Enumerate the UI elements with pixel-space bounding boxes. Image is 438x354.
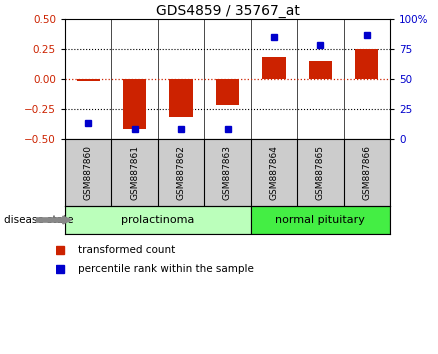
Bar	[355, 49, 378, 79]
Bar	[123, 79, 146, 130]
Bar	[65, 206, 251, 234]
Text: GSM887863: GSM887863	[223, 145, 232, 200]
Text: transformed count: transformed count	[78, 245, 175, 255]
Text: GSM887866: GSM887866	[362, 145, 371, 200]
Bar	[309, 61, 332, 79]
Bar	[77, 79, 100, 81]
Text: GSM887865: GSM887865	[316, 145, 325, 200]
Text: disease state: disease state	[4, 215, 74, 225]
Text: prolactinoma: prolactinoma	[121, 215, 194, 225]
Text: normal pituitary: normal pituitary	[276, 215, 365, 225]
Title: GDS4859 / 35767_at: GDS4859 / 35767_at	[155, 4, 300, 18]
Text: percentile rank within the sample: percentile rank within the sample	[78, 264, 254, 274]
Text: GSM887861: GSM887861	[130, 145, 139, 200]
Bar	[170, 79, 193, 118]
Bar	[251, 206, 390, 234]
Bar	[216, 79, 239, 105]
Text: GSM887862: GSM887862	[177, 145, 186, 200]
Text: GSM887860: GSM887860	[84, 145, 93, 200]
Text: GSM887864: GSM887864	[269, 145, 279, 200]
Bar	[262, 57, 286, 79]
